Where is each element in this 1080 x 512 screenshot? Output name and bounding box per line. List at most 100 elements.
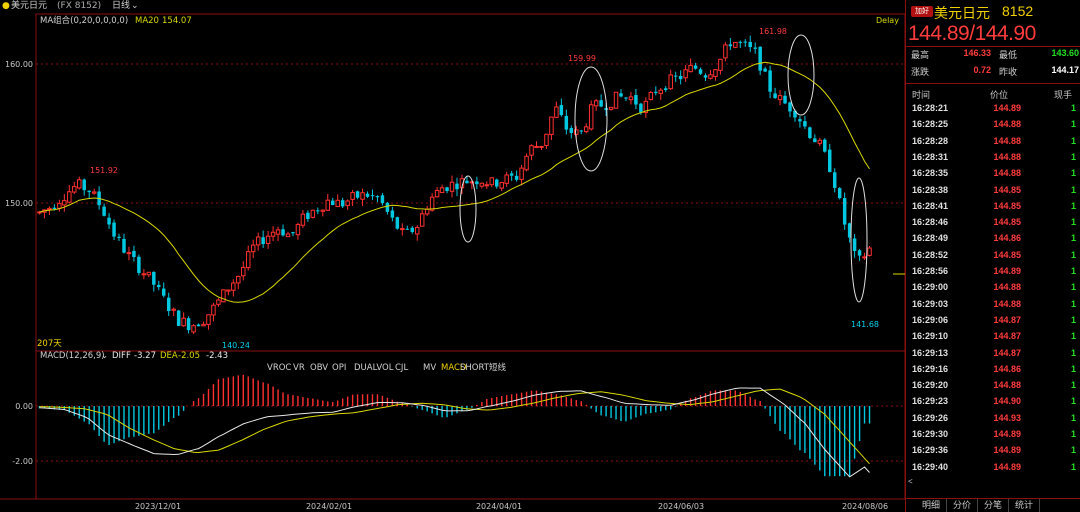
trade-row[interactable]: 16:29:23 144.90 1: [906, 394, 1080, 410]
trade-price: 144.87: [993, 331, 1021, 342]
indicator-tab-obv[interactable]: OBV: [310, 363, 328, 373]
trade-row[interactable]: 16:29:30 144.89 1: [906, 427, 1080, 443]
candle-up: [683, 69, 688, 79]
quote-panel: 加好 美元日元 8152 144.89/144.90 最高 146.33 最低 …: [905, 0, 1080, 512]
indicator-tab-opi[interactable]: OPI: [332, 363, 346, 373]
ma20-line: [39, 61, 870, 303]
macd-params-label[interactable]: MACD(12,26,9): [40, 351, 105, 361]
candle-down: [375, 196, 380, 198]
candle-up: [191, 325, 196, 333]
candle-down: [837, 188, 842, 199]
candle-up: [345, 200, 350, 206]
chevron-left-icon[interactable]: <: [908, 477, 913, 486]
trade-row[interactable]: 16:28:52 144.85 1: [906, 248, 1080, 264]
candle-down: [748, 41, 752, 48]
annotation-high-151-92: 151.92: [90, 166, 118, 175]
indicator-tab-dualvol[interactable]: DUALVOL: [354, 363, 394, 373]
candle-down: [306, 212, 310, 219]
candle-up: [479, 182, 485, 187]
candle-up: [216, 299, 221, 305]
trade-row[interactable]: 16:28:35 144.88 1: [906, 166, 1080, 182]
candle-down: [330, 200, 335, 206]
trade-time: 16:29:16: [912, 363, 949, 374]
candle-up: [574, 129, 579, 135]
indicator-tab-macd[interactable]: MACD: [441, 363, 467, 373]
trade-row[interactable]: 16:29:20 144.88 1: [906, 378, 1080, 394]
trade-volume: 1: [1070, 380, 1076, 391]
trade-row[interactable]: 16:28:41 144.85 1: [906, 199, 1080, 215]
candle-up: [777, 95, 783, 101]
trade-time: 16:28:35: [912, 168, 949, 179]
trade-row[interactable]: 16:28:38 144.85 1: [906, 183, 1080, 199]
y-tick-150: 150.00: [5, 199, 33, 208]
price-chart[interactable]: MA组合(0,20,0,0,0,0) MA20 154.07 Delay 160…: [0, 12, 905, 512]
trade-row[interactable]: 16:28:28 144.88 1: [906, 134, 1080, 150]
trade-row[interactable]: 16:29:26 144.93 1: [906, 411, 1080, 427]
trade-row[interactable]: 16:29:40 144.89 1: [906, 460, 1080, 476]
trade-price: 144.93: [993, 412, 1021, 423]
period-selector[interactable]: 日线: [112, 1, 131, 11]
trade-volume: 1: [1070, 184, 1076, 195]
trade-time: 16:29:00: [912, 282, 949, 293]
candle-down: [678, 76, 683, 80]
candle-up: [414, 227, 420, 235]
candle-up: [91, 191, 97, 194]
trade-row[interactable]: 16:28:25 144.88 1: [906, 117, 1080, 133]
indicator-tab-vr[interactable]: VR: [293, 363, 305, 373]
trade-row[interactable]: 16:29:36 144.89 1: [906, 443, 1080, 459]
candle-down: [87, 190, 91, 193]
instrument-code: (FX 8152): [57, 1, 102, 11]
candle-down: [703, 75, 708, 78]
chevron-down-icon[interactable]: ⌄: [131, 1, 139, 11]
diff-line: [39, 387, 870, 478]
tab-statistics[interactable]: 统计: [1009, 499, 1040, 512]
candle-up: [544, 133, 549, 146]
candle-up: [300, 213, 306, 226]
candle-up: [713, 69, 718, 78]
trade-row[interactable]: 16:29:16 144.86 1: [906, 362, 1080, 378]
trade-volume: 1: [1070, 233, 1076, 244]
indicator-tab-cjl[interactable]: CJL: [395, 363, 408, 373]
candle-down: [634, 95, 638, 105]
tab-tick-trades[interactable]: 分笔: [978, 499, 1009, 512]
trade-row[interactable]: 16:29:03 144.88 1: [906, 297, 1080, 313]
candle-up: [549, 116, 554, 135]
indicator-tab-short短线[interactable]: SHORT短线: [460, 362, 506, 373]
trade-row[interactable]: 16:28:21 144.89 1: [906, 101, 1080, 117]
candle-up: [419, 213, 425, 227]
trade-row[interactable]: 16:29:06 144.87 1: [906, 313, 1080, 329]
candle-down: [763, 68, 767, 72]
candle-down: [340, 200, 345, 207]
annotation-high-161-98: 161.98: [759, 27, 787, 36]
trade-row[interactable]: 16:28:31 144.88 1: [906, 150, 1080, 166]
trade-volume: 1: [1070, 103, 1076, 113]
candle-up: [77, 179, 82, 189]
trade-row[interactable]: 16:28:46 144.85 1: [906, 215, 1080, 231]
trade-row[interactable]: 16:29:13 144.87 1: [906, 346, 1080, 362]
candle-down: [455, 183, 459, 190]
trade-time: 16:28:52: [912, 249, 949, 260]
trade-time: 16:29:26: [912, 412, 949, 423]
tab-details[interactable]: 明细: [916, 499, 947, 512]
trade-time: 16:29:10: [912, 331, 949, 342]
chevron-down-icon[interactable]: ⌄: [101, 351, 108, 361]
indicator-tab-vroc[interactable]: VROC: [267, 363, 291, 373]
trade-row[interactable]: 16:29:10 144.87 1: [906, 329, 1080, 345]
instrument-name[interactable]: 美元日元: [11, 1, 48, 11]
macd-tick-neg2: -2.00: [12, 457, 33, 466]
trade-price: 144.87: [993, 347, 1021, 358]
candle-up: [146, 271, 152, 276]
candle-down: [663, 88, 668, 90]
candle-down: [798, 119, 802, 122]
tab-price-breakdown[interactable]: 分价: [947, 499, 978, 512]
ma-combo-label[interactable]: MA组合(0,20,0,0,0,0): [40, 15, 128, 26]
indicator-tab-mv[interactable]: MV: [423, 363, 436, 373]
trade-row[interactable]: 16:28:56 144.89 1: [906, 264, 1080, 280]
candle-down: [698, 69, 703, 74]
candle-down: [117, 236, 121, 238]
trade-time: 16:28:25: [912, 119, 949, 130]
trade-time: 16:28:38: [912, 184, 949, 195]
candle-down: [828, 149, 832, 172]
trade-row[interactable]: 16:28:49 144.86 1: [906, 231, 1080, 247]
trade-row[interactable]: 16:29:00 144.88 1: [906, 280, 1080, 296]
